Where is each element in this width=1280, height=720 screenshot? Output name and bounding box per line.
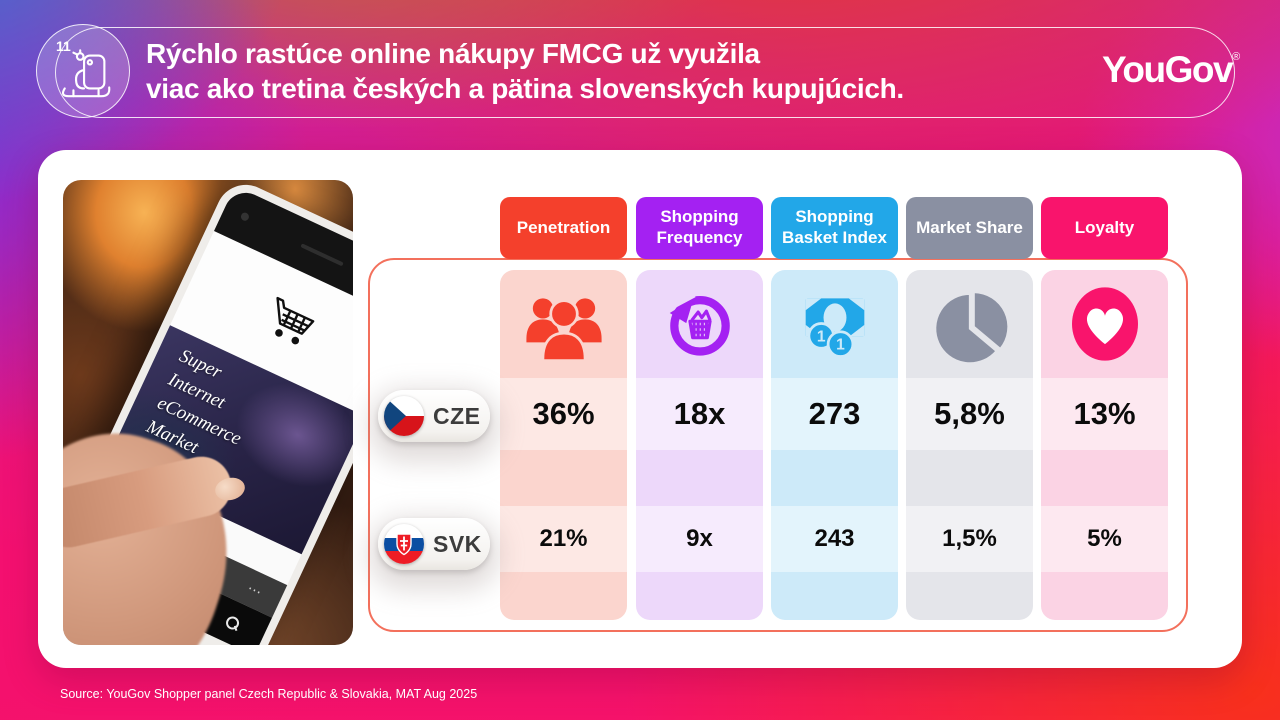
phone-shopping-photo: Microsoft Super Internet eCommerce Marke…: [63, 180, 353, 645]
value-svk-market-share: 1,5%: [942, 525, 997, 552]
banknote-coins-icon: 1 1: [805, 298, 864, 358]
column-strip: 36% 21%: [500, 270, 627, 620]
value-cze-basket-index: 273: [808, 396, 861, 431]
camera-dot-icon: [239, 211, 251, 223]
value-cze-market-share: 5,8%: [934, 396, 1005, 431]
cart-icon: [275, 296, 315, 345]
value-svk-penetration: 21%: [539, 525, 588, 552]
title-line-2: viac ako tretina českých a pätina sloven…: [146, 73, 904, 104]
pie-chart-icon: [933, 290, 1010, 365]
value-cze-penetration: 36%: [532, 396, 595, 431]
refresh-basket-icon: [658, 280, 730, 356]
slide-title: Rýchlo rastúce online nákupy FMCG už vyu…: [146, 36, 904, 106]
column-strip: 18x 9x: [636, 270, 763, 620]
yougov-logo: YouGov®: [1102, 49, 1241, 90]
column-header-loyalty: Loyalty: [1041, 197, 1168, 259]
table-frame: [368, 258, 1188, 632]
column-header-market-share: Market Share: [906, 197, 1033, 259]
column-header-penetration: Penetration: [500, 197, 627, 259]
value-svk-loyalty: 5%: [1087, 525, 1122, 552]
svg-text:1: 1: [816, 328, 825, 345]
column-market-share: Market Share 5,8% 1,5%: [906, 197, 1033, 620]
column-penetration: Penetration 36% 21%: [500, 197, 627, 620]
slide-number: 11: [56, 38, 71, 54]
svg-text:1: 1: [836, 337, 845, 354]
value-svk-frequency: 9x: [686, 525, 713, 552]
column-strip: 1 1 273 243: [771, 270, 898, 620]
country-label: SVK: [433, 530, 482, 557]
column-header-basket-index: Shopping Basket Index: [771, 197, 898, 259]
sleigh-icon: [61, 49, 111, 98]
registered-mark: ®: [1232, 51, 1241, 63]
column-header-shopping-frequency: Shopping Frequency: [636, 197, 763, 259]
speaker-slit: [300, 243, 344, 267]
title-line-1: Rýchlo rastúce online nákupy FMCG už vyu…: [146, 38, 760, 69]
country-label: CZE: [433, 402, 481, 429]
country-badge-cze: CZE: [378, 390, 490, 442]
search-icon: [223, 614, 241, 632]
slide-number-badge: 11: [36, 24, 130, 118]
smartphone: Microsoft Super Internet eCommerce Marke…: [63, 180, 353, 645]
column-shopping-frequency: Shopping Frequency 18x 9x: [636, 197, 763, 620]
value-cze-loyalty: 13%: [1073, 396, 1136, 431]
heart-icon: [1071, 287, 1138, 361]
czech-flag-icon: [384, 396, 424, 436]
people-icon: [525, 298, 602, 363]
source-note: Source: YouGov Shopper panel Czech Repub…: [60, 687, 478, 701]
value-svk-basket-index: 243: [814, 525, 855, 552]
column-strip: 5,8% 1,5%: [906, 270, 1033, 620]
column-basket-index: Shopping Basket Index 1 1 273 243: [771, 197, 898, 620]
more-icon: ⋯: [245, 579, 265, 600]
column-loyalty: Loyalty 13% 5%: [1041, 197, 1168, 620]
screen-top: [170, 230, 353, 417]
value-cze-frequency: 18x: [673, 396, 726, 431]
slovak-flag-icon: [384, 524, 424, 564]
column-strip: 13% 5%: [1041, 270, 1168, 620]
country-badge-svk: SVK: [378, 518, 490, 570]
